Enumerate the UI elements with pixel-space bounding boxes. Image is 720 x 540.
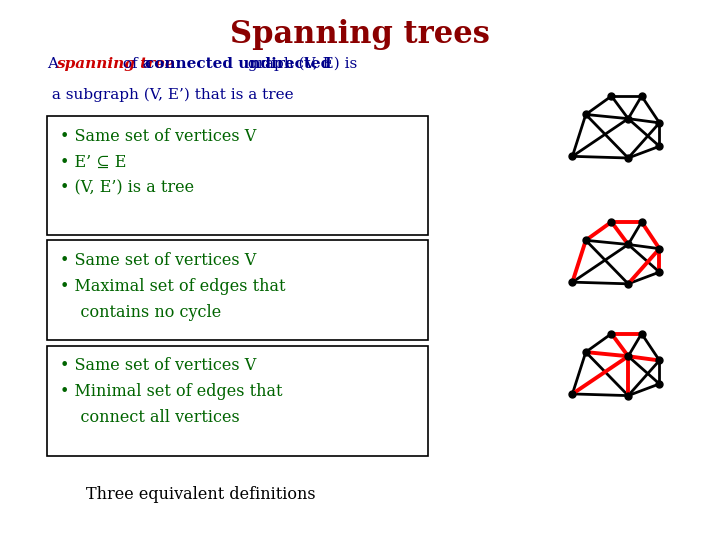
Text: • E’ ⊆ E: • E’ ⊆ E: [60, 154, 126, 171]
Text: spanning tree: spanning tree: [56, 57, 174, 71]
Text: • Same set of vertices V: • Same set of vertices V: [60, 357, 256, 374]
Text: a subgraph (V, E’) that is a tree: a subgraph (V, E’) that is a tree: [47, 88, 294, 103]
Text: • Maximal set of edges that: • Maximal set of edges that: [60, 278, 285, 295]
Text: graph (V, E) is: graph (V, E) is: [243, 57, 357, 71]
Text: connected undirected: connected undirected: [145, 57, 331, 71]
Text: Spanning trees: Spanning trees: [230, 19, 490, 50]
Text: Three equivalent definitions: Three equivalent definitions: [86, 486, 316, 503]
FancyBboxPatch shape: [47, 116, 428, 235]
Text: connect all vertices: connect all vertices: [60, 409, 240, 426]
FancyBboxPatch shape: [47, 240, 428, 340]
Text: A: A: [47, 57, 63, 71]
FancyBboxPatch shape: [47, 346, 428, 456]
Text: • Same set of vertices V: • Same set of vertices V: [60, 128, 256, 145]
Text: • Minimal set of edges that: • Minimal set of edges that: [60, 383, 282, 400]
Text: contains no cycle: contains no cycle: [60, 304, 221, 321]
Text: • Same set of vertices V: • Same set of vertices V: [60, 252, 256, 269]
Text: • (V, E’) is a tree: • (V, E’) is a tree: [60, 180, 194, 197]
Text: of a: of a: [118, 57, 156, 71]
